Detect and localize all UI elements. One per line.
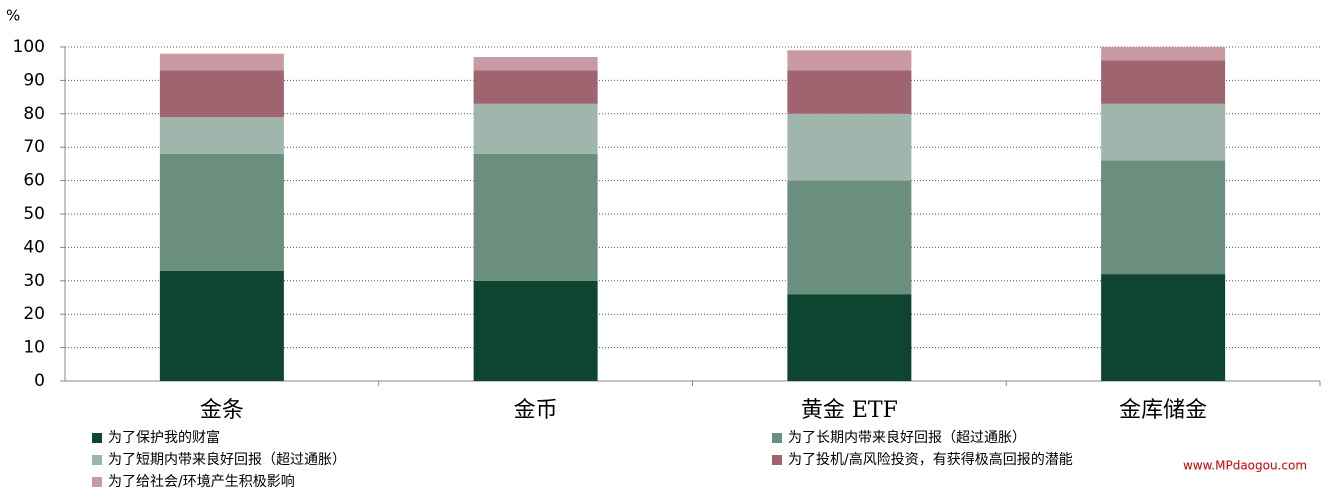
legend-swatch	[772, 433, 782, 443]
y-tick-label: 0	[34, 371, 45, 391]
legend-swatch	[92, 477, 102, 487]
legend-swatch	[772, 455, 782, 465]
bar-segment	[1101, 60, 1226, 104]
legend-label: 为了保护我的财富	[108, 429, 220, 446]
legend-label: 为了短期内带来良好回报（超过通胀）	[108, 452, 346, 468]
y-tick-label: 30	[23, 271, 45, 291]
x-tick-label: 金币	[514, 398, 558, 423]
bar-segment	[473, 70, 598, 104]
legend-swatch	[92, 433, 102, 443]
bar-segment	[1101, 103, 1226, 161]
x-tick-label: 金条	[200, 398, 244, 423]
bar-segment	[473, 103, 598, 154]
bar-segment	[159, 117, 284, 154]
y-tick-label: 90	[23, 70, 45, 90]
bar-segment	[159, 70, 284, 118]
legend-label: 为了投机/高风险投资，有获得极高回报的潜能	[788, 451, 1073, 468]
legend-label: 为了给社会/环境产生积极影响	[108, 474, 295, 490]
y-tick-label: 40	[23, 237, 45, 257]
y-tick-label: 80	[23, 104, 45, 124]
y-tick-label: 60	[23, 171, 45, 191]
y-unit: %	[6, 7, 20, 25]
watermark: www.MPdaogou.com	[1183, 459, 1307, 473]
bar-segment	[159, 53, 284, 71]
bar-segment	[787, 113, 912, 181]
x-tick-label: 黄金 ETF	[801, 398, 898, 423]
bar-segment	[1101, 47, 1226, 61]
bar-segment	[159, 270, 284, 381]
bar-segment	[787, 294, 912, 381]
y-tick-label: 50	[23, 204, 45, 224]
bar-segment	[787, 70, 912, 114]
y-tick-label: 20	[23, 304, 45, 324]
bar-segment	[787, 50, 912, 71]
bar-segment	[1101, 160, 1226, 275]
bar-segment	[787, 180, 912, 295]
bar-segment	[473, 57, 598, 71]
x-tick-label: 金库储金	[1119, 398, 1207, 423]
bar-segment	[473, 153, 598, 281]
y-tick-label: 100	[13, 37, 45, 57]
legend-label: 为了长期内带来良好回报（超过通胀）	[788, 430, 1026, 446]
bar-segment	[1101, 274, 1226, 381]
bar-segment	[159, 153, 284, 271]
y-tick-label: 10	[23, 338, 45, 358]
bar-segment	[473, 280, 598, 381]
legend-swatch	[92, 455, 102, 465]
y-tick-label: 70	[23, 137, 45, 157]
